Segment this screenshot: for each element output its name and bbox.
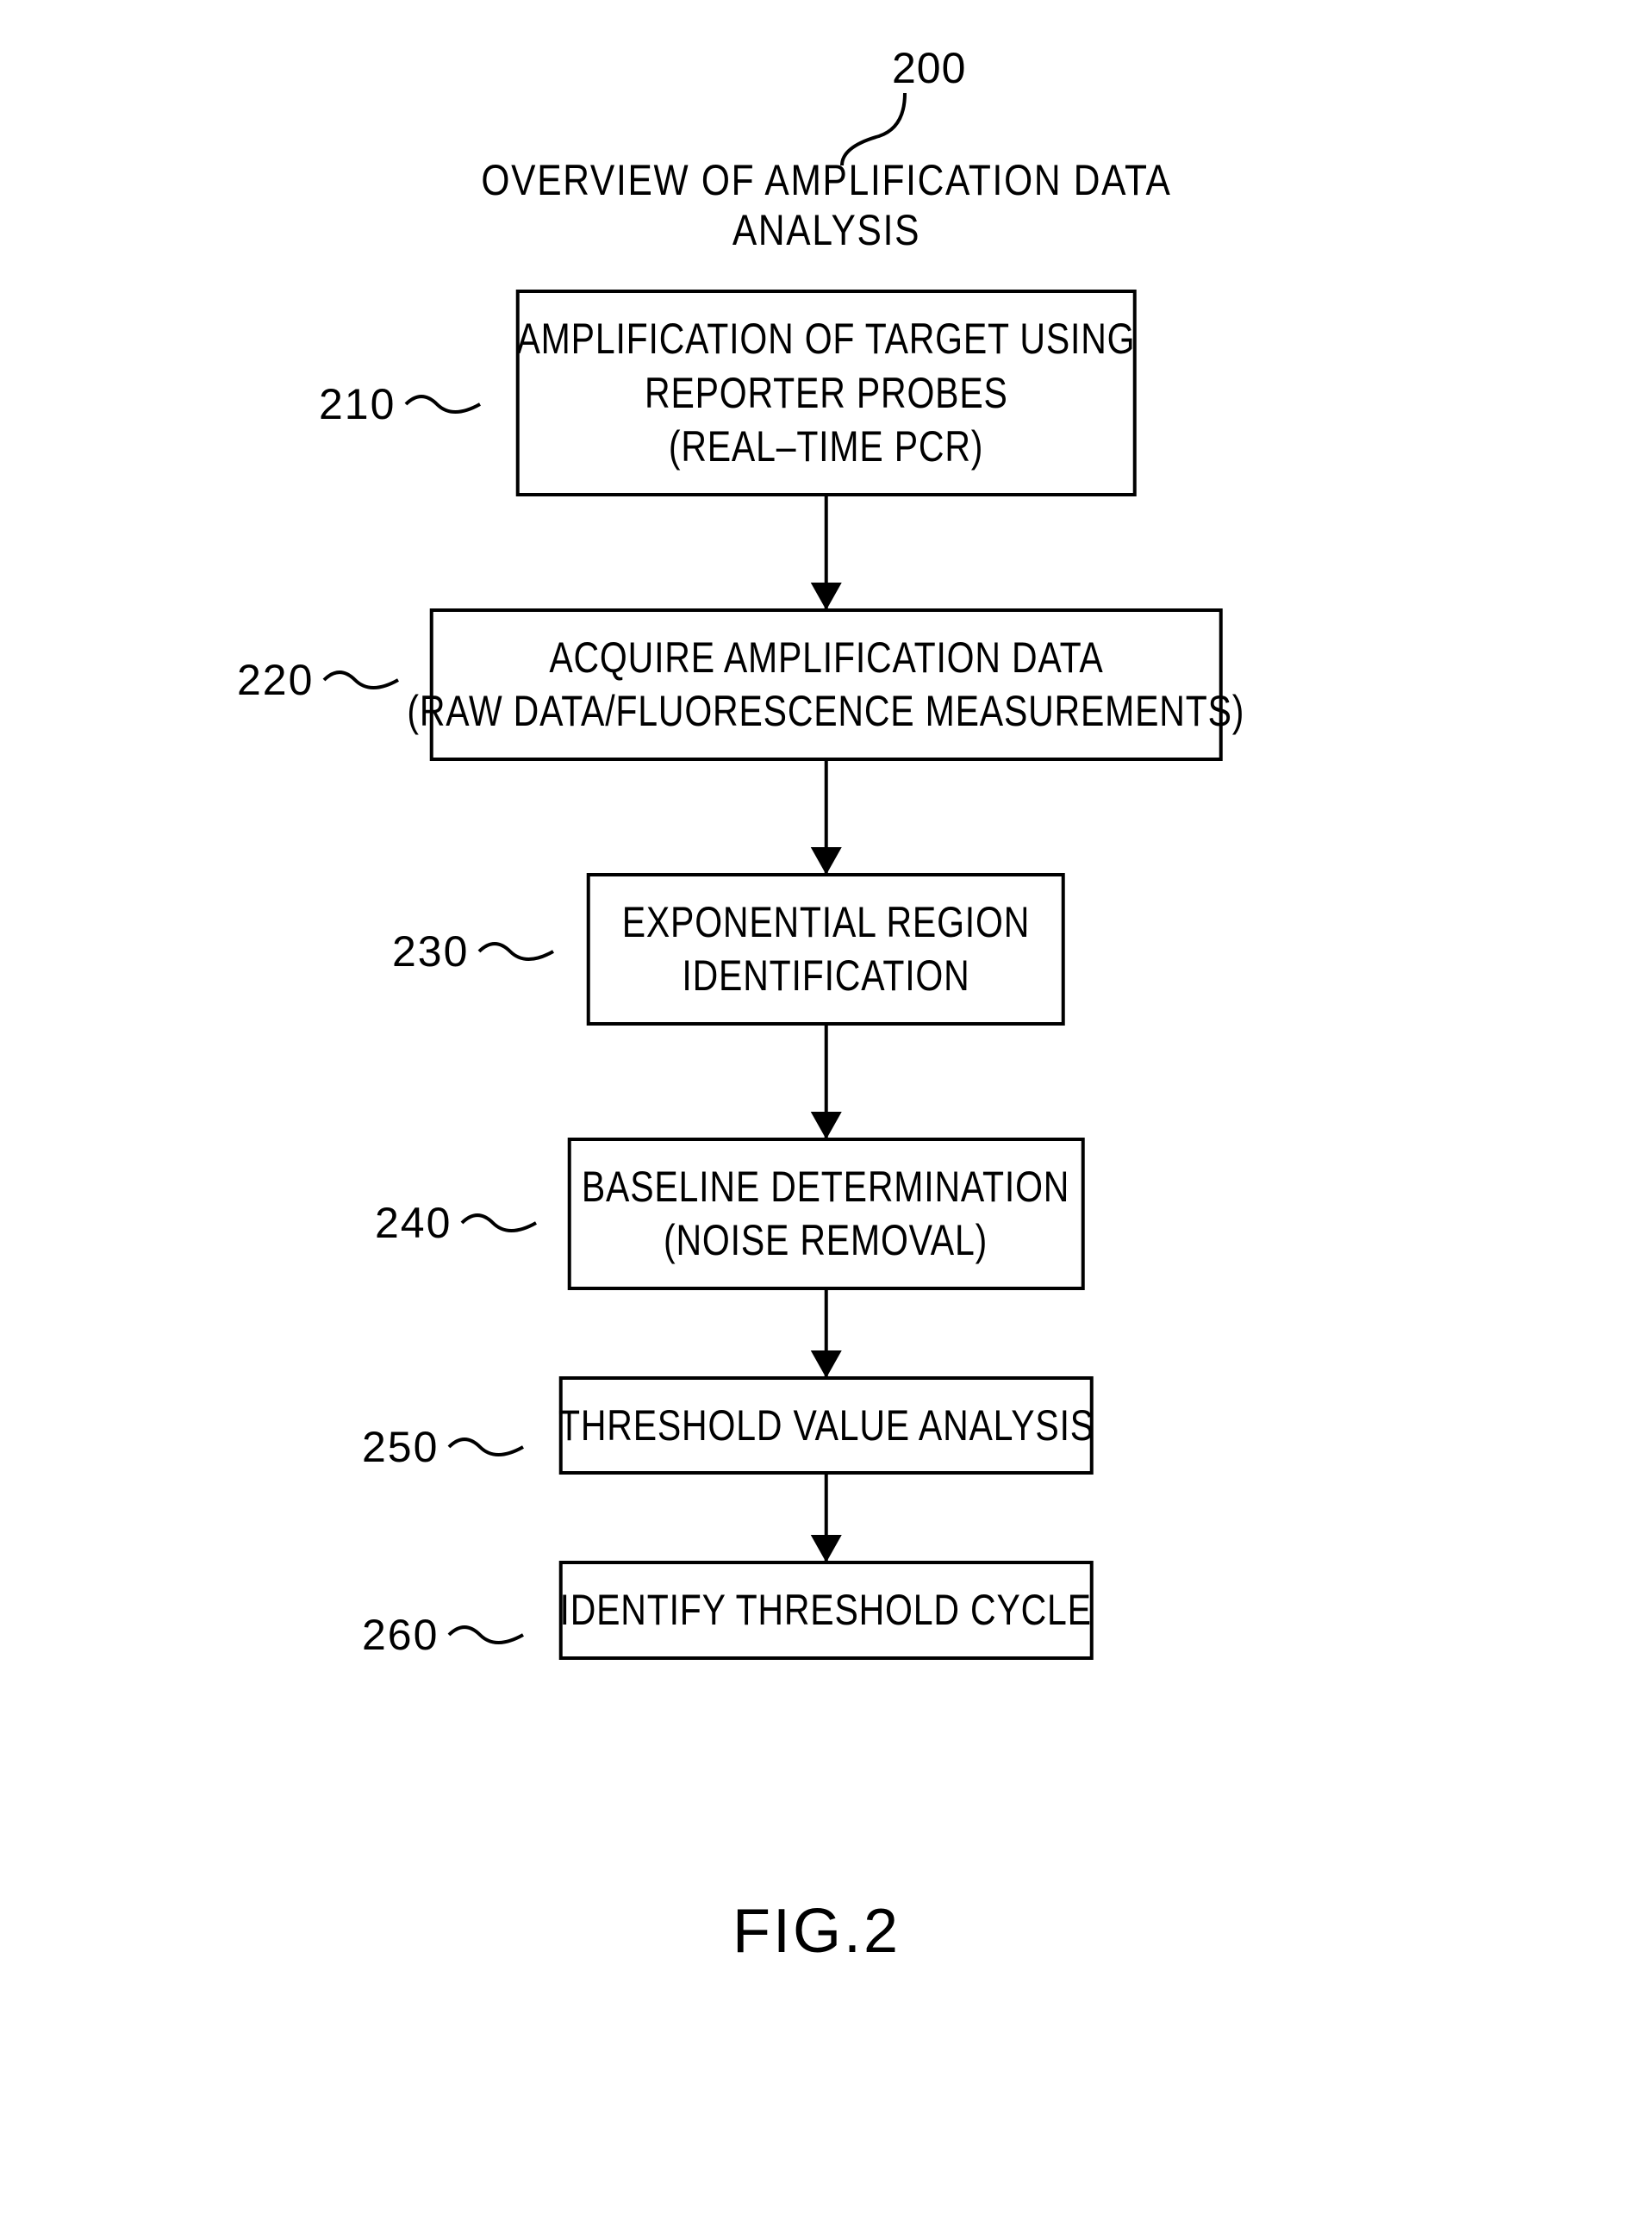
step-reference-260: 260 bbox=[362, 1610, 527, 1660]
ref-number: 230 bbox=[392, 926, 469, 976]
step-text-line: (REAL–TIME PCR) bbox=[669, 420, 983, 474]
step-text-line: THRESHOLD VALUE ANALYSIS bbox=[558, 1399, 1094, 1453]
flow-arrow bbox=[825, 1290, 828, 1376]
step-text-line: (NOISE REMOVAL) bbox=[664, 1213, 988, 1268]
ref-leader-squiggle bbox=[402, 387, 484, 421]
ref-number: 260 bbox=[362, 1610, 439, 1660]
title-line-2: ANALYSIS bbox=[481, 205, 1171, 255]
flowchart-step-260: IDENTIFY THRESHOLD CYCLE bbox=[559, 1561, 1094, 1660]
flow-arrow bbox=[825, 761, 828, 873]
ref-leader-squiggle bbox=[446, 1430, 527, 1464]
step-reference-240: 240 bbox=[375, 1198, 540, 1248]
flow-arrow bbox=[825, 496, 828, 608]
flowchart-step-230: EXPONENTIAL REGIONIDENTIFICATION bbox=[587, 873, 1065, 1026]
flowchart-container: OVERVIEW OF AMPLIFICATION DATA ANALYSIS … bbox=[420, 155, 1232, 1660]
ref-leader-squiggle bbox=[458, 1206, 540, 1240]
step-reference-250: 250 bbox=[362, 1422, 527, 1472]
ref-number: 220 bbox=[237, 655, 314, 705]
flowchart-step-250: THRESHOLD VALUE ANALYSIS bbox=[559, 1376, 1094, 1475]
flowchart-step-220: ACQUIRE AMPLIFICATION DATA(RAW DATA/FLUO… bbox=[430, 608, 1223, 761]
step-text-line: ACQUIRE AMPLIFICATION DATA bbox=[549, 631, 1103, 685]
step-text-line: IDENTIFY THRESHOLD CYCLE bbox=[560, 1583, 1092, 1637]
step-reference-220: 220 bbox=[237, 655, 402, 705]
flow-arrow bbox=[825, 1475, 828, 1561]
step-text-line: AMPLIFICATION OF TARGET USING bbox=[517, 312, 1136, 366]
flowchart-step-240: BASELINE DETERMINATION(NOISE REMOVAL) bbox=[568, 1138, 1085, 1290]
step-text-line: (RAW DATA/FLUORESCENCE MEASUREMENTS) bbox=[408, 684, 1245, 739]
flow-arrow bbox=[825, 1026, 828, 1138]
ref-number: 250 bbox=[362, 1422, 439, 1472]
figure-label: FIG.2 bbox=[732, 1896, 901, 1967]
step-reference-230: 230 bbox=[392, 926, 558, 976]
flowchart-step-210: AMPLIFICATION OF TARGET USINGREPORTER PR… bbox=[516, 290, 1137, 496]
ref-number: 210 bbox=[319, 379, 396, 429]
step-text-line: REPORTER PROBES bbox=[645, 366, 1008, 421]
ref-leader-squiggle bbox=[446, 1618, 527, 1652]
title-line-1: OVERVIEW OF AMPLIFICATION DATA bbox=[481, 155, 1171, 205]
step-text-line: BASELINE DETERMINATION bbox=[582, 1160, 1069, 1214]
flowchart-title: OVERVIEW OF AMPLIFICATION DATA ANALYSIS bbox=[420, 155, 1232, 255]
ref-leader-squiggle bbox=[321, 663, 402, 697]
step-reference-210: 210 bbox=[319, 379, 484, 429]
ref-number: 240 bbox=[375, 1198, 452, 1248]
step-text-line: IDENTIFICATION bbox=[682, 949, 969, 1003]
step-text-line: EXPONENTIAL REGION bbox=[622, 895, 1030, 950]
ref-leader-squiggle bbox=[476, 934, 558, 969]
